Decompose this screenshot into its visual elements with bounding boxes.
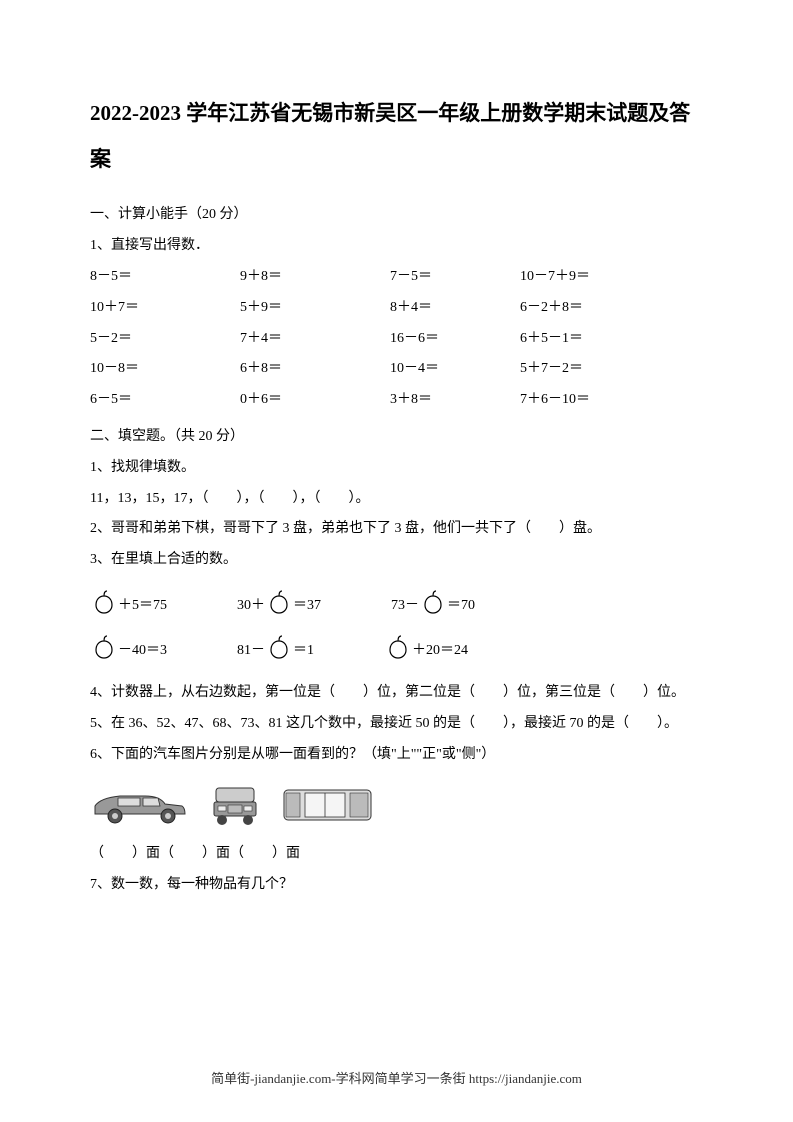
section1-header: 一、计算小能手（20 分） xyxy=(90,200,703,231)
calc-cell: 5－2＝ xyxy=(90,324,240,355)
eq-text: 81－ xyxy=(237,639,265,659)
calc-row: 8－5＝ 9＋8＝ 7－5＝ 10－7＋9＝ xyxy=(90,262,703,293)
q7: 7、数一数，每一种物品有几个？ xyxy=(90,870,703,901)
eq-text: ＝37 xyxy=(293,594,321,614)
calc-row: 5－2＝ 7＋4＝ 16－6＝ 6＋5－1＝ xyxy=(90,324,703,355)
q5: 5、在 36、52、47、68、73、81 这几个数中，最接近 50 的是（ ）… xyxy=(90,709,703,740)
eq-text: －40＝3 xyxy=(118,639,167,659)
eq-text: 73－ xyxy=(391,594,419,614)
apple-icon xyxy=(384,633,412,666)
calc-cell: 7＋4＝ xyxy=(240,324,390,355)
q6: 6、下面的汽车图片分别是从哪一面看到的？（填"上""正"或"侧"） xyxy=(90,740,703,771)
q4: 4、计数器上，从右边数起，第一位是（ ）位，第二位是（ ）位，第三位是（ ）位。 xyxy=(90,678,703,709)
eq-text: ＝70 xyxy=(447,594,475,614)
calc-cell: 6－5＝ xyxy=(90,385,240,416)
eq-text: 30＋ xyxy=(237,594,265,614)
apple-icon xyxy=(419,588,447,621)
q1-line: 11，13，15，17，（ ），（ ），（ ）。 xyxy=(90,484,703,515)
calc-cell: 6－2＋8＝ xyxy=(520,293,703,324)
car-front-icon xyxy=(210,784,260,831)
equation-group: 30＋ ＝37 xyxy=(237,588,321,621)
car-images-row xyxy=(90,784,703,831)
equation-group: ＋5＝75 xyxy=(90,588,167,621)
calc-cell: 16－6＝ xyxy=(390,324,520,355)
calc-cell: 5＋7－2＝ xyxy=(520,354,703,385)
q3: 3、在里填上合适的数。 xyxy=(90,545,703,576)
apple-icon xyxy=(90,633,118,666)
calc-cell: 5＋9＝ xyxy=(240,293,390,324)
calc-cell: 8－5＝ xyxy=(90,262,240,293)
eq-text: ＝1 xyxy=(293,639,314,659)
section1-sub1: 1、直接写出得数． xyxy=(90,231,703,262)
calc-row: 10＋7＝ 5＋9＝ 8＋4＝ 6－2＋8＝ xyxy=(90,293,703,324)
apple-icon xyxy=(265,588,293,621)
calc-cell: 10－4＝ xyxy=(390,354,520,385)
calc-cell: 10－7＋9＝ xyxy=(520,262,703,293)
q6-answer-line: （ ）面（ ）面（ ）面 xyxy=(90,839,703,870)
page-footer: 简单街-jiandanjie.com-学科网简单学习一条街 https://ji… xyxy=(0,1068,793,1087)
calc-cell: 9＋8＝ xyxy=(240,262,390,293)
calc-cell: 7－5＝ xyxy=(390,262,520,293)
eq-text: ＋20＝24 xyxy=(412,639,468,659)
car-top-icon xyxy=(280,784,375,831)
calc-row: 6－5＝ 0＋6＝ 3＋8＝ 7＋6－10＝ xyxy=(90,385,703,416)
calc-cell: 10＋7＝ xyxy=(90,293,240,324)
car-side-icon xyxy=(90,786,190,831)
equation-row-2: －40＝3 81－ ＝1 ＋20＝24 xyxy=(90,633,703,666)
q2: 2、哥哥和弟弟下棋，哥哥下了 3 盘，弟弟也下了 3 盘，他们一共下了（ ）盘。 xyxy=(90,514,703,545)
equation-row-1: ＋5＝75 30＋ ＝37 73－ ＝70 xyxy=(90,588,703,621)
equation-group: －40＝3 xyxy=(90,633,167,666)
calc-cell: 10－8＝ xyxy=(90,354,240,385)
apple-icon xyxy=(265,633,293,666)
apple-icon xyxy=(90,588,118,621)
page-title: 2022-2023 学年江苏省无锡市新吴区一年级上册数学期末试题及答案 xyxy=(90,90,703,182)
eq-text: ＋5＝75 xyxy=(118,594,167,614)
equation-group: 81－ ＝1 xyxy=(237,633,314,666)
q1: 1、找规律填数。 xyxy=(90,453,703,484)
calc-cell: 8＋4＝ xyxy=(390,293,520,324)
section2-header: 二、填空题。（共 20 分） xyxy=(90,422,703,453)
equation-group: 73－ ＝70 xyxy=(391,588,475,621)
calc-row: 10－8＝ 6＋8＝ 10－4＝ 5＋7－2＝ xyxy=(90,354,703,385)
equation-group: ＋20＝24 xyxy=(384,633,468,666)
calc-cell: 6＋5－1＝ xyxy=(520,324,703,355)
calc-cell: 3＋8＝ xyxy=(390,385,520,416)
calc-cell: 6＋8＝ xyxy=(240,354,390,385)
calc-cell: 0＋6＝ xyxy=(240,385,390,416)
calc-cell: 7＋6－10＝ xyxy=(520,385,703,416)
